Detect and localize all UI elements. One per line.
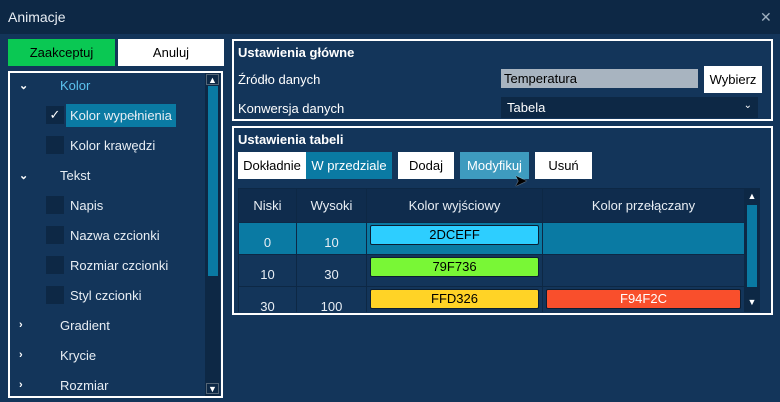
tree-item-label: Nazwa czcionki bbox=[70, 227, 160, 243]
tree-item[interactable]: Nazwa czcionki bbox=[10, 222, 205, 248]
add-button[interactable]: Dodaj bbox=[398, 152, 454, 179]
tree-item-label: Kolor wypełnienia bbox=[66, 103, 176, 127]
low-cell: 10 bbox=[238, 254, 297, 287]
checkbox[interactable] bbox=[46, 196, 64, 214]
conversion-label: Konwersja danych bbox=[238, 101, 345, 116]
output-color-cell[interactable]: 2DCEFF bbox=[366, 222, 543, 255]
modify-button[interactable]: Modyfikuj bbox=[460, 152, 529, 179]
switched-color-cell[interactable] bbox=[542, 222, 745, 255]
output-color-swatch[interactable]: 2DCEFF bbox=[370, 224, 539, 245]
tree-item-label: Styl czcionki bbox=[70, 287, 142, 303]
table-settings-panel: Ustawienia tabeli bbox=[232, 126, 773, 315]
tree-item[interactable]: ✓ Kolor wypełnienia bbox=[10, 102, 205, 128]
column-header-high[interactable]: Wysoki bbox=[296, 188, 367, 223]
column-header-output-color[interactable]: Kolor wyjściowy bbox=[366, 188, 543, 223]
tree-item-label: Rozmiar bbox=[60, 377, 109, 393]
tree-item-label: Krycie bbox=[60, 347, 97, 363]
chevron-down-icon[interactable]: ⌄ bbox=[19, 169, 29, 182]
output-color-swatch[interactable]: FFD326 bbox=[370, 288, 539, 309]
table-row[interactable]: 0 10 2DCEFF bbox=[238, 222, 745, 255]
tree-scroll-thumb[interactable] bbox=[208, 86, 218, 276]
tree-item[interactable]: ⌄ Kolor bbox=[10, 72, 205, 98]
tree-item[interactable]: › Rozmiar bbox=[10, 372, 205, 398]
checkbox[interactable] bbox=[46, 256, 64, 274]
scroll-up-icon[interactable]: ▲ bbox=[206, 74, 219, 85]
mouse-cursor-icon: ➤ bbox=[514, 173, 528, 190]
tree-item[interactable]: Kolor krawędzi bbox=[10, 132, 205, 158]
remove-button[interactable]: Usuń bbox=[535, 152, 592, 179]
accept-button[interactable]: Zaakceptuj bbox=[8, 39, 115, 66]
chevron-right-icon[interactable]: › bbox=[19, 349, 23, 361]
switched-color-swatch[interactable]: F94F2C bbox=[546, 288, 741, 309]
table-scroll-down-icon[interactable]: ▼ bbox=[747, 297, 757, 307]
table-settings-heading: Ustawienia tabeli bbox=[238, 132, 344, 147]
tree-item[interactable]: Napis bbox=[10, 192, 205, 218]
tree-item-label: Kolor bbox=[60, 77, 91, 93]
high-cell: 30 bbox=[296, 254, 367, 287]
tree-item[interactable]: ⌄ Tekst bbox=[10, 162, 205, 188]
output-color-swatch[interactable]: 79F736 bbox=[370, 256, 539, 277]
chevron-down-icon[interactable]: ⌄ bbox=[19, 79, 29, 92]
main-settings-heading: Ustawienia główne bbox=[238, 45, 355, 60]
switched-color-cell[interactable]: F94F2C bbox=[542, 286, 745, 312]
range-table: Niski Wysoki Kolor wyjściowy Kolor przeł… bbox=[238, 188, 745, 312]
source-label: Źródło danych bbox=[238, 72, 321, 87]
high-cell: 10 bbox=[296, 222, 367, 255]
tree-item-label: Gradient bbox=[60, 317, 110, 333]
conversion-select[interactable]: Tabela ⌄ bbox=[501, 97, 758, 118]
main-settings-panel: Ustawienia główne Źródło danych Temperat… bbox=[232, 39, 773, 121]
property-tree bbox=[8, 71, 223, 398]
title-bar bbox=[0, 0, 780, 34]
chevron-right-icon[interactable]: › bbox=[19, 319, 23, 331]
tree-item[interactable]: Rozmiar czcionki bbox=[10, 252, 205, 278]
scroll-down-icon[interactable]: ▼ bbox=[206, 383, 219, 394]
tree-item-label: Tekst bbox=[60, 167, 91, 183]
switched-color-cell[interactable] bbox=[542, 254, 745, 287]
column-header-switched-color[interactable]: Kolor przełączany bbox=[542, 188, 745, 223]
tree-item[interactable]: › Krycie bbox=[10, 342, 205, 368]
output-color-cell[interactable]: FFD326 bbox=[366, 286, 543, 312]
mode-exact-button[interactable]: Dokładnie bbox=[238, 152, 306, 179]
table-scroll-up-icon[interactable]: ▲ bbox=[747, 191, 757, 201]
chevron-down-icon: ⌄ bbox=[743, 100, 752, 111]
tree-item[interactable]: Styl czcionki bbox=[10, 282, 205, 308]
checkbox[interactable] bbox=[46, 286, 64, 304]
choose-button[interactable]: Wybierz bbox=[704, 66, 762, 93]
output-color-cell[interactable]: 79F736 bbox=[366, 254, 543, 287]
tree-item-label: Rozmiar czcionki bbox=[70, 257, 169, 273]
checkbox[interactable] bbox=[46, 226, 64, 244]
tree-item-label: Napis bbox=[70, 197, 104, 213]
tree-item-label: Kolor krawędzi bbox=[70, 137, 156, 153]
low-cell: 0 bbox=[238, 222, 297, 255]
window-title: Animacje bbox=[8, 9, 66, 25]
table-row[interactable]: 30 100 FFD326 F94F2C bbox=[238, 286, 745, 312]
source-input[interactable]: Temperatura bbox=[501, 69, 698, 88]
checkbox[interactable]: ✓ bbox=[46, 106, 64, 124]
low-cell: 30 bbox=[238, 286, 297, 312]
table-scroll-thumb[interactable] bbox=[747, 205, 757, 287]
high-cell: 100 bbox=[296, 286, 367, 312]
close-icon[interactable]: ✕ bbox=[760, 9, 772, 25]
range-table-viewport: Niski Wysoki Kolor wyjściowy Kolor przeł… bbox=[238, 188, 760, 312]
column-header-low[interactable]: Niski bbox=[238, 188, 297, 223]
cancel-button[interactable]: Anuluj bbox=[118, 39, 224, 66]
chevron-right-icon[interactable]: › bbox=[19, 379, 23, 391]
conversion-value: Tabela bbox=[507, 100, 546, 115]
mode-range-button[interactable]: W przedziale bbox=[306, 152, 392, 179]
tree-item[interactable]: › Gradient bbox=[10, 312, 205, 338]
checkbox[interactable] bbox=[46, 136, 64, 154]
table-row[interactable]: 10 30 79F736 bbox=[238, 254, 745, 287]
